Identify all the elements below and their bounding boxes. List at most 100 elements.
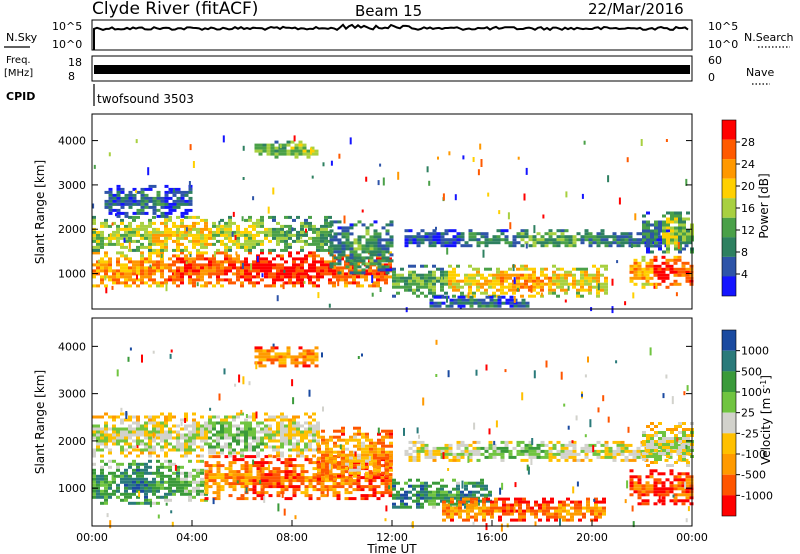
- heatmap-cell: [432, 490, 436, 494]
- heatmap-cell: [254, 146, 259, 150]
- heatmap-cell: [160, 196, 165, 200]
- heatmap-cell: [496, 229, 501, 233]
- heatmap-cell: [140, 193, 145, 197]
- heatmap-cell: [298, 140, 303, 144]
- heatmap-cell: [276, 427, 280, 431]
- heatmap-cell: [228, 248, 232, 252]
- heatmap-cell: [172, 193, 177, 197]
- heatmap-cell: [204, 473, 209, 477]
- heatmap-cell: [200, 284, 204, 288]
- heatmap-cell: [646, 226, 650, 230]
- heatmap-cell: [357, 265, 362, 269]
- heatmap-cell: [465, 301, 470, 305]
- heatmap-cell: [124, 474, 128, 478]
- heatmap-cell: [364, 278, 368, 282]
- heatmap-cell: [484, 279, 488, 283]
- heatmap-cell: [292, 272, 296, 276]
- heatmap-cell: [276, 239, 280, 243]
- heatmap-cell: [140, 266, 144, 270]
- heatmap-cell: [208, 448, 212, 452]
- heatmap-cell: [140, 439, 144, 443]
- heatmap-cell: [228, 239, 232, 243]
- heatmap-cell: [284, 248, 288, 252]
- heatmap-cell: [312, 427, 316, 431]
- heatmap-cell: [486, 512, 490, 516]
- heatmap-cell: [282, 152, 287, 156]
- heatmap-cell: [296, 263, 300, 267]
- heatmap-cell: [488, 273, 492, 277]
- heatmap-cell: [476, 267, 480, 271]
- heatmap-cell: [200, 480, 204, 484]
- heatmap-cell: [650, 428, 654, 431]
- heatmap-cell: [284, 215, 288, 219]
- heatmap-cell: [140, 245, 144, 249]
- heatmap-cell: [288, 454, 292, 458]
- heatmap-cell: [212, 263, 216, 267]
- heatmap-cell: [665, 487, 670, 491]
- heatmap-cell: [646, 235, 650, 239]
- heatmap-cell: [685, 475, 690, 479]
- heatmap-cell: [329, 220, 334, 224]
- heatmap-cell: [381, 435, 385, 439]
- heatmap-cell: [568, 244, 573, 248]
- heatmap-cell: [341, 232, 346, 236]
- heatmap-cell: [388, 275, 392, 279]
- heatmap-cell: [580, 294, 584, 298]
- heatmap-cell: [656, 238, 661, 242]
- heatmap-cell: [649, 282, 654, 286]
- heatmap-cell: [160, 251, 164, 255]
- heatmap-cell: [444, 270, 448, 274]
- heatmap-cell: [408, 270, 412, 274]
- heatmap-cell: [353, 471, 357, 475]
- heatmap-cell: [385, 462, 389, 466]
- heatmap-cell: [156, 474, 160, 478]
- heatmap-cell: [172, 480, 176, 484]
- heatmap-cell: [678, 229, 682, 233]
- heatmap-cell: [304, 242, 308, 246]
- heatmap-cell: [288, 427, 292, 431]
- heatmap-cell: [686, 217, 690, 221]
- heatmap-cell: [468, 288, 472, 292]
- heatmap-cell: [188, 199, 193, 203]
- heatmap-cell: [633, 490, 638, 494]
- heatmap-cell: [357, 235, 362, 239]
- heatmap-cell: [200, 468, 204, 472]
- heatmap-cell: [657, 282, 662, 286]
- heatmap-cell: [584, 446, 589, 450]
- heatmap-cell: [156, 208, 161, 212]
- heatmap-cell: [144, 465, 148, 469]
- heatmap-cell: [518, 506, 522, 510]
- scatter-cell: [192, 161, 195, 168]
- heatmap-cell: [520, 449, 525, 453]
- heatmap-cell: [464, 484, 468, 488]
- heatmap-cell: [686, 440, 690, 443]
- heatmap-cell: [292, 275, 296, 279]
- heatmap-cell: [180, 272, 184, 276]
- heatmap-cell: [200, 498, 204, 502]
- heatmap-cell: [260, 269, 264, 273]
- heatmap-cell: [373, 462, 377, 466]
- heatmap-cell: [160, 462, 164, 466]
- heatmap-cell: [468, 291, 472, 295]
- heatmap-cell: [128, 430, 132, 434]
- scatter-cell: [507, 212, 510, 220]
- heatmap-cell: [284, 245, 288, 249]
- heatmap-cell: [353, 268, 358, 272]
- heatmap-cell: [156, 196, 161, 200]
- heatmap-cell: [244, 242, 248, 246]
- heatmap-cell: [352, 464, 357, 468]
- heatmap-cell: [568, 443, 573, 447]
- heatmap-cell: [296, 215, 300, 219]
- heatmap-cell: [470, 503, 474, 507]
- heatmap-cell: [544, 452, 549, 456]
- heatmap-cell: [325, 474, 329, 478]
- colorbar-tick-label: 12: [741, 224, 755, 237]
- heatmap-cell: [368, 284, 372, 288]
- heatmap-cell: [164, 430, 168, 434]
- heatmap-cell: [140, 489, 144, 493]
- heatmap-cell: [564, 291, 568, 295]
- heatmap-cell: [160, 424, 164, 428]
- heatmap-cell: [462, 497, 466, 501]
- heatmap-cell: [340, 266, 344, 270]
- heatmap-cell: [408, 285, 412, 289]
